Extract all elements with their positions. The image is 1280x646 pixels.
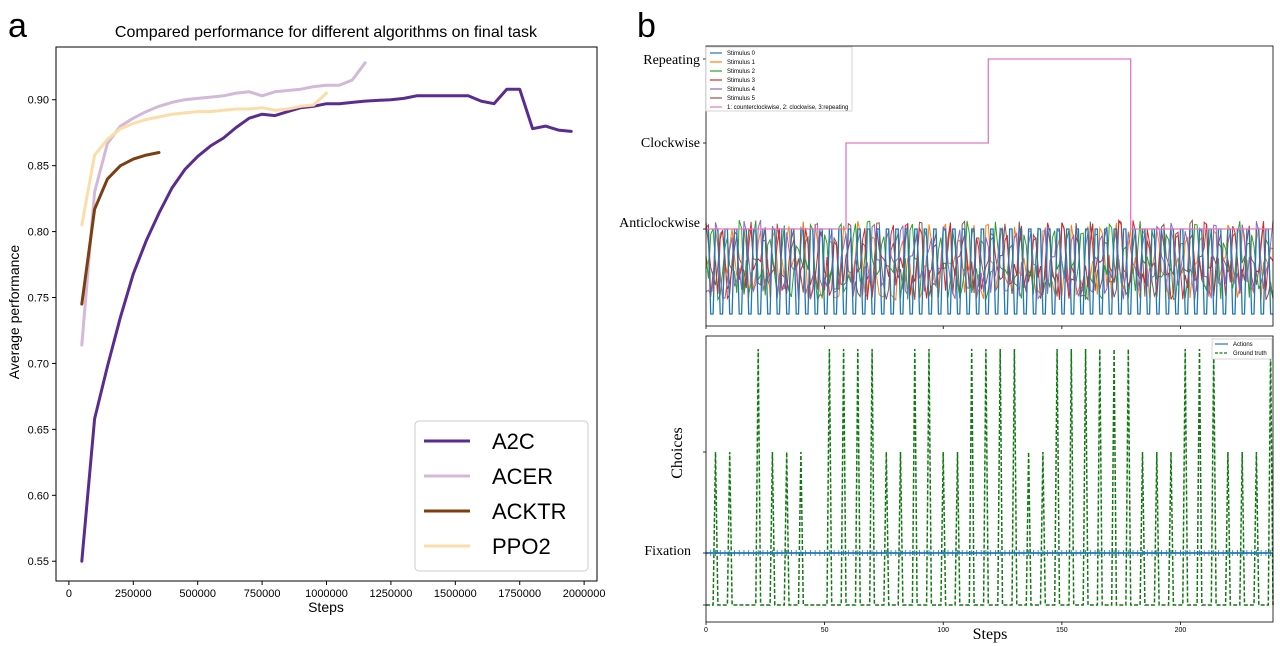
legend-label-stimulus-5: Stimulus 5 [727,96,756,102]
y-tick-label-0.70: 0.70 [28,358,49,370]
chart-a-legend: A2C ACER ACKTR PPO2 [414,420,589,572]
chart-b2-xlabel: Steps [973,626,1008,643]
panel-b-label: b [637,7,656,45]
category-label-anticlockwise: Anticlockwise [619,216,700,231]
stimulus-trace-stimulus-0 [706,228,1273,315]
x-tick-label-2000000: 2000000 [563,588,606,600]
category-label-clockwise: Clockwise [641,136,700,151]
y-tick-label-0.80: 0.80 [28,227,49,239]
chart-a-legend-box [414,420,589,572]
b2-x-tick-label-200: 200 [1175,627,1187,634]
legend-label-stimulus-3: Stimulus 3 [727,78,756,84]
legend-label-ppo2: PPO2 [492,534,551,559]
chart-b2-ylabel: Choices [669,427,686,479]
panel-a-label: a [8,7,27,45]
x-tick-label-1500000: 1500000 [434,588,477,600]
chart-a-ticks: 0 250000 500000 750000 1000000 1250000 1500000… [28,95,606,600]
x-tick-label-250000: 250000 [115,588,152,600]
legend-label-acer: ACER [492,464,553,489]
chart-b2-legend: Actions Ground truth [1211,338,1273,360]
chart-a-ylabel: Average performance [6,245,22,380]
series-line-acer [80,61,367,347]
chart-a-frame [55,46,598,582]
x-tick-label-0: 0 [66,588,72,600]
chart-b2-ticks: 0 50 100 150 200 [703,451,1187,634]
chart-b1-lines [705,58,1274,315]
legend-label-stimulus-1: Stimulus 1 [727,60,756,66]
legend-label-actions: Actions [1233,342,1253,348]
x-tick-label-1250000: 1250000 [369,588,412,600]
chart-a-lines [80,61,573,563]
chart-b1-ticks [703,58,1181,329]
chart-b1-legend-box [705,46,853,112]
y-tick-label-0.55: 0.55 [28,556,49,568]
chart-b1-legend: Stimulus 0 Stimulus 1 Stimulus 2 Stimulu… [705,46,853,112]
b2-x-tick-label-0: 0 [704,627,708,634]
chart-b2-lines [705,348,1274,606]
series-line-a2c [80,87,573,563]
legend-label-direction: 1: counterclockwise, 2: clockwise, 3:rep… [727,105,848,111]
legend-label-stimulus-2: Stimulus 2 [727,69,756,75]
ground-truth-line [706,348,1274,606]
y-tick-label-0.60: 0.60 [28,490,49,502]
chart-b1-frame [705,45,1274,327]
b2-x-tick-label-100: 100 [937,627,949,634]
b2-x-tick-label-150: 150 [1056,627,1068,634]
stimulus-trace-stimulus-3 [705,218,1274,301]
x-tick-label-500000: 500000 [179,588,216,600]
y-tick-label-0.75: 0.75 [28,293,49,305]
category-label-repeating: Repeating [643,53,700,68]
chart-a-xlabel: Steps [308,599,344,615]
y-tick-label-0.85: 0.85 [28,161,49,173]
x-tick-label-1750000: 1750000 [498,588,541,600]
direction-step-line [706,58,1273,230]
chart-a-title: Compared performance for different algor… [115,24,538,41]
series-line-ppo2 [80,91,328,227]
legend-label-a2c: A2C [492,429,535,454]
y-tick-label-0.65: 0.65 [28,424,49,436]
chart-b2-frame [705,335,1274,623]
x-tick-label-750000: 750000 [244,588,281,600]
y-tick-label-0.90: 0.90 [28,95,49,107]
legend-label-acktr: ACKTR [492,499,567,524]
category-label-fixation: Fixation [644,544,691,559]
legend-label-stimulus-4: Stimulus 4 [727,87,756,93]
b2-x-tick-label-50: 50 [821,627,829,634]
legend-label-stimulus-0: Stimulus 0 [727,51,756,57]
x-tick-label-1000000: 1000000 [305,588,348,600]
legend-label-ground-truth: Ground truth [1233,351,1267,357]
series-line-acktr [80,151,161,306]
